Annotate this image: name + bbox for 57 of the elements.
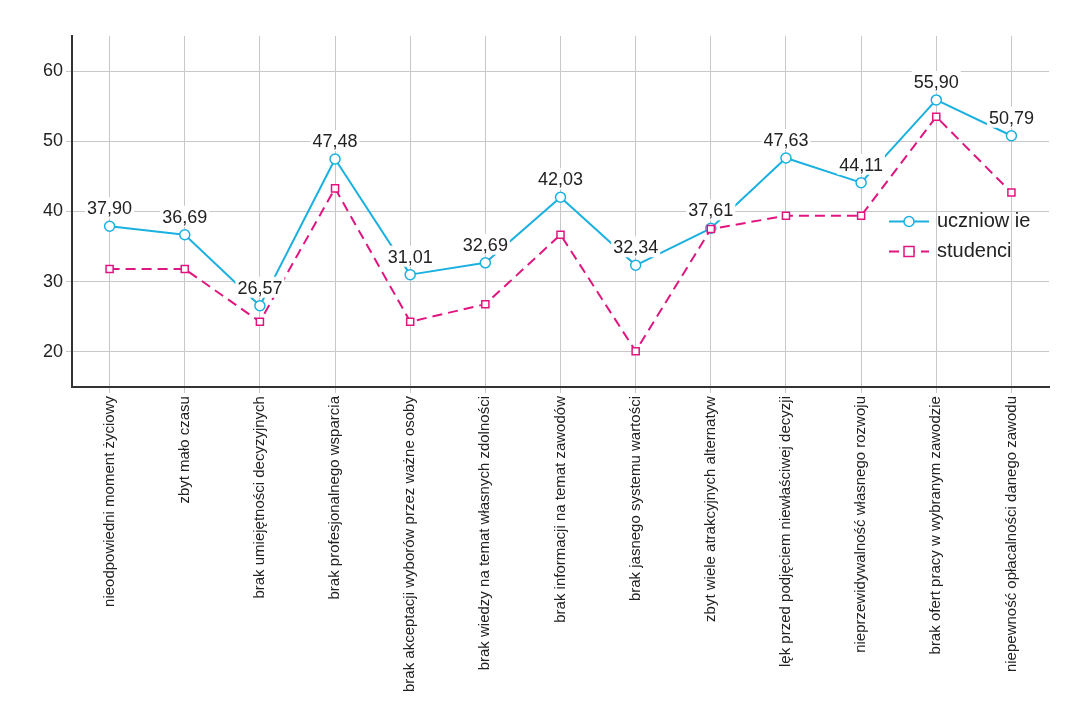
- data-label: 50,79: [988, 107, 1034, 128]
- legend-label: uczniow ie: [937, 209, 1031, 232]
- x-tick-label: nieprzewidywalność własnego rozwoju: [851, 396, 869, 653]
- x-tick-label: nieodpowiedni moment życiowy: [99, 395, 117, 607]
- data-label: 47,63: [763, 129, 809, 150]
- data-label: 44,11: [839, 154, 883, 175]
- point: [329, 153, 341, 165]
- point: [556, 230, 565, 239]
- point: [179, 229, 191, 241]
- point: [554, 191, 567, 204]
- point: [405, 317, 415, 327]
- x-tick-label: brak akceptacji wyborów przez ważne osoby: [400, 395, 418, 693]
- data-label: 32,69: [462, 234, 508, 255]
- point: [330, 184, 340, 193]
- y-tick-label: 40: [42, 200, 64, 221]
- x-tick-label: brak umiejętności decyzyjnych: [250, 396, 268, 599]
- y-tick-label: 50: [42, 130, 64, 151]
- point: [404, 268, 416, 281]
- point: [855, 176, 867, 189]
- data-label: 47,48: [312, 130, 358, 151]
- point: [105, 264, 114, 274]
- point: [479, 257, 492, 269]
- legend-label: studenci: [937, 239, 1012, 262]
- point: [1005, 130, 1018, 142]
- x-tick-label: brak wiedzy na temat własnych zdolności: [475, 396, 493, 671]
- x-tick-label: niepewność opłacalności danego zawodu: [1001, 396, 1019, 673]
- y-tick-label: 20: [42, 340, 64, 361]
- data-label: 36,69: [162, 206, 208, 227]
- data-label: 37,90: [87, 198, 133, 219]
- point: [931, 112, 941, 122]
- y-tick-label: 60: [42, 60, 64, 81]
- data-label: 26,57: [237, 277, 283, 298]
- data-label: 31,01: [387, 246, 433, 267]
- point: [856, 211, 866, 221]
- x-tick-label: zbyt mało czasu: [174, 396, 192, 504]
- x-tick-label: brak informacji na temat zawodów: [550, 395, 568, 623]
- x-tick-label: zbyt wiele atrakcyjnych alternatyw: [700, 395, 718, 622]
- x-tick-label: brak profesjonalnego wsparcia: [325, 395, 343, 600]
- point: [481, 299, 490, 309]
- x-tick-label: brak ofert pracy w wybranym zawodzie: [926, 396, 944, 655]
- point: [1007, 188, 1016, 197]
- data-label: 55,90: [913, 71, 959, 92]
- data-label: 37,61: [688, 200, 734, 221]
- y-tick-label: 30: [42, 270, 64, 291]
- point: [780, 152, 792, 164]
- data-label: 42,03: [537, 169, 584, 190]
- point: [781, 211, 791, 221]
- point: [629, 259, 642, 272]
- point: [930, 94, 943, 106]
- point: [631, 346, 640, 356]
- x-tick-label: lęk przed podjęciem niewłaściwej decyzji: [776, 396, 794, 667]
- data-label: 32,34: [613, 237, 659, 258]
- point: [180, 264, 190, 274]
- point: [103, 220, 116, 233]
- point: [254, 300, 266, 312]
- point: [255, 317, 265, 327]
- x-tick-label: brak jasnego systemu wartości: [625, 396, 643, 602]
